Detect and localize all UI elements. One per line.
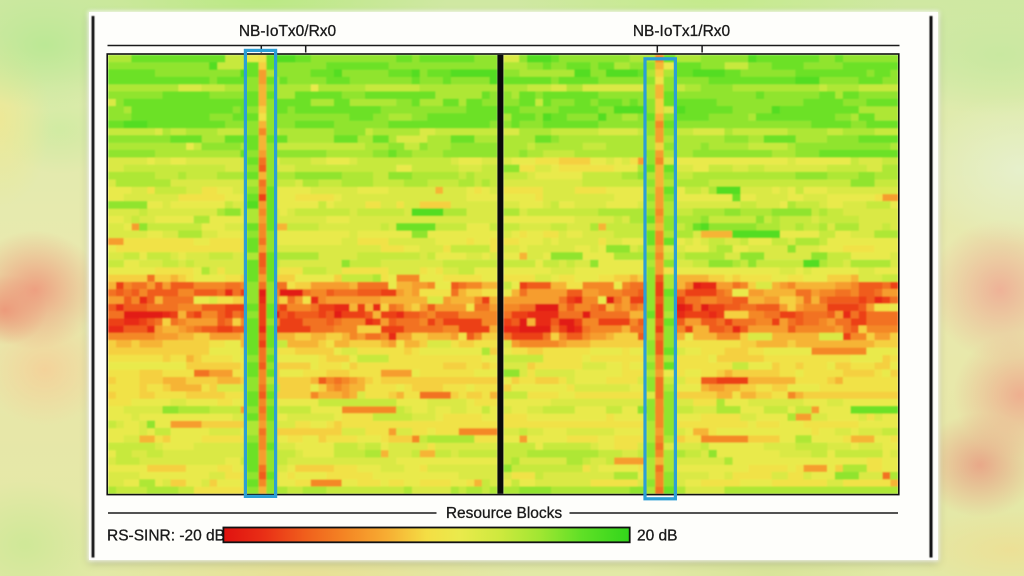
svg-text:Resource Blocks: Resource Blocks (446, 505, 563, 522)
svg-text:NB-IoTx0/Rx0: NB-IoTx0/Rx0 (239, 23, 337, 40)
svg-text:NB-IoTx1/Rx0: NB-IoTx1/Rx0 (633, 23, 731, 40)
svg-text:20 dB: 20 dB (637, 527, 678, 544)
svg-text:RS-SINR: -20 dB: RS-SINR: -20 dB (107, 527, 225, 544)
